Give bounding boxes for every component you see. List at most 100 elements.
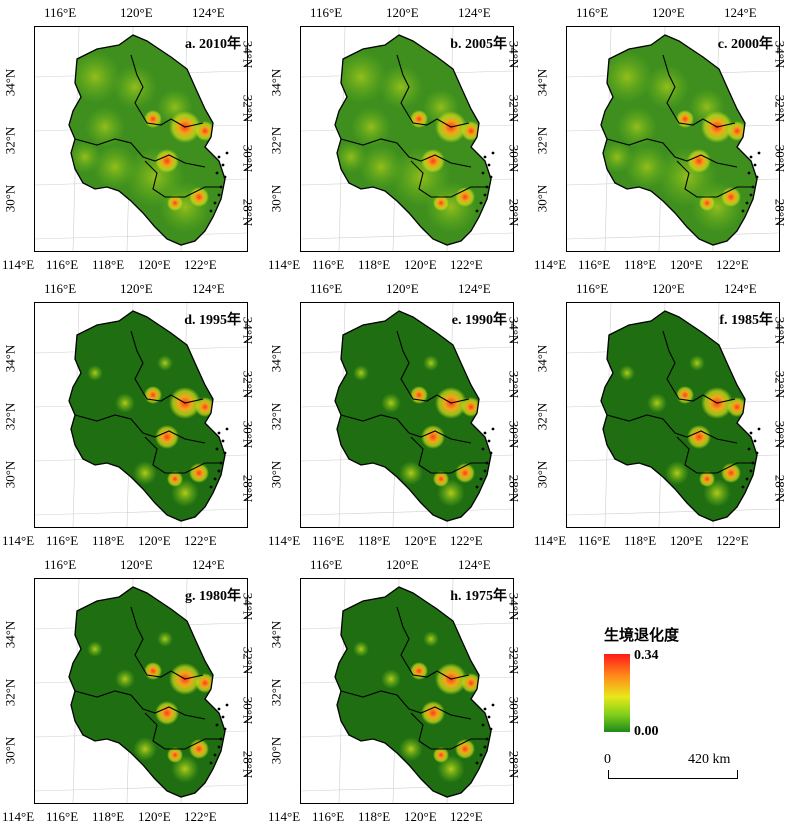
left-latitude-tick: 30°N [534, 184, 550, 213]
province-border [144, 712, 221, 750]
bottom-longitude-tick: 118°E [92, 533, 125, 548]
province-border [130, 54, 204, 128]
right-latitude-tick: 34°N [506, 592, 522, 621]
habitat-degradation-map [35, 303, 247, 527]
top-longitude-tick: 116°E [576, 5, 609, 20]
top-longitude-tick: 116°E [310, 281, 343, 296]
right-latitude-tick: 32°N [240, 94, 256, 123]
province-border [410, 436, 487, 474]
top-longitude-tick: 116°E [310, 5, 343, 20]
province-border [606, 414, 738, 444]
left-latitude-tick: 30°N [534, 460, 550, 489]
legend-min-value: 0.00 [634, 724, 659, 739]
map-frame: h. 1975年 [300, 578, 514, 804]
right-latitude-tick: 28°N [506, 750, 522, 779]
region-outline [334, 310, 492, 522]
study-region [69, 311, 225, 521]
panel-label: b. 2005年 [450, 37, 507, 52]
left-latitude-tick: 34°N [268, 344, 284, 373]
left-latitude-tick: 34°N [2, 344, 18, 373]
bottom-longitude-tick: 120°E [404, 533, 437, 548]
province-border [396, 54, 470, 128]
study-region [601, 311, 757, 521]
map-frame: a. 2010年 [34, 26, 248, 252]
map-frame: f. 1985年 [566, 302, 780, 528]
study-region [335, 587, 491, 797]
bottom-longitude-tick: 118°E [358, 533, 391, 548]
panel-label: h. 1975年 [450, 589, 507, 604]
bottom-longitude-tick: 114°E [268, 809, 301, 824]
bottom-longitude-tick: 116°E [312, 533, 345, 548]
province-border [144, 436, 221, 474]
province-border [144, 160, 221, 198]
study-region [69, 587, 225, 797]
map-panel: e. 1990年 116°E 120°E 124°E 114°E 116°E 118°E 12… [266, 276, 521, 552]
bottom-longitude-tick: 122°E [716, 533, 749, 548]
top-longitude-tick: 124°E [192, 557, 225, 572]
right-latitude-tick: 32°N [240, 646, 256, 675]
bottom-longitude-tick: 120°E [404, 809, 437, 824]
degradation-surface [601, 51, 747, 233]
region-outline [68, 310, 226, 522]
bottom-longitude-tick: 116°E [312, 809, 345, 824]
map-panel: b. 2005年 116°E 120°E 124°E 114°E 116°E 118°E 12… [266, 0, 521, 276]
bottom-longitude-tick: 116°E [312, 257, 345, 272]
left-latitude-tick: 32°N [534, 126, 550, 155]
region-outline [600, 310, 758, 522]
bottom-longitude-tick: 114°E [2, 257, 35, 272]
right-latitude-tick: 34°N [240, 316, 256, 345]
habitat-degradation-map [35, 579, 247, 803]
right-latitude-tick: 30°N [772, 144, 788, 173]
left-latitude-tick: 34°N [2, 68, 18, 97]
right-latitude-tick: 32°N [772, 94, 788, 123]
province-border [606, 138, 738, 168]
habitat-degradation-map [301, 27, 513, 251]
habitat-degradation-map [301, 303, 513, 527]
bottom-longitude-tick: 114°E [268, 257, 301, 272]
bottom-longitude-tick: 118°E [358, 809, 391, 824]
bottom-longitude-tick: 116°E [46, 257, 79, 272]
top-longitude-tick: 120°E [652, 5, 685, 20]
scale-end-label: 420 km [688, 752, 731, 767]
habitat-degradation-map [301, 579, 513, 803]
bottom-longitude-tick: 116°E [578, 257, 611, 272]
top-longitude-tick: 124°E [192, 281, 225, 296]
bottom-longitude-tick: 120°E [670, 257, 703, 272]
bottom-longitude-tick: 116°E [578, 533, 611, 548]
province-border [130, 330, 204, 404]
right-latitude-tick: 28°N [240, 750, 256, 779]
legend-title: 生境退化度 [604, 626, 680, 644]
legend-gradient-bar [604, 654, 630, 732]
right-latitude-tick: 28°N [772, 198, 788, 227]
top-longitude-tick: 120°E [386, 5, 419, 20]
bottom-longitude-tick: 114°E [268, 533, 301, 548]
legend-max-value: 0.34 [634, 648, 659, 663]
left-latitude-tick: 32°N [2, 126, 18, 155]
map-frame: d. 1995年 [34, 302, 248, 528]
right-latitude-tick: 34°N [772, 40, 788, 69]
bottom-longitude-tick: 120°E [404, 257, 437, 272]
bottom-longitude-tick: 118°E [358, 257, 391, 272]
right-latitude-tick: 34°N [506, 316, 522, 345]
right-latitude-tick: 30°N [506, 144, 522, 173]
left-latitude-tick: 34°N [534, 68, 550, 97]
bottom-longitude-tick: 116°E [46, 809, 79, 824]
map-panel: g. 1980年 116°E 120°E 124°E 114°E 116°E 118°E 12… [0, 552, 255, 828]
bottom-longitude-tick: 122°E [450, 533, 483, 548]
top-longitude-tick: 120°E [386, 557, 419, 572]
right-latitude-tick: 28°N [240, 198, 256, 227]
top-longitude-tick: 120°E [120, 557, 153, 572]
bottom-longitude-tick: 118°E [92, 257, 125, 272]
top-longitude-tick: 124°E [458, 281, 491, 296]
province-border [676, 436, 753, 474]
right-latitude-tick: 28°N [506, 198, 522, 227]
bottom-longitude-tick: 120°E [138, 809, 171, 824]
left-latitude-tick: 34°N [268, 68, 284, 97]
province-border [410, 712, 487, 750]
right-latitude-tick: 30°N [772, 420, 788, 449]
panel-label: a. 2010年 [185, 37, 241, 52]
region-outline [600, 34, 758, 246]
right-latitude-tick: 30°N [506, 696, 522, 725]
right-latitude-tick: 34°N [506, 40, 522, 69]
right-latitude-tick: 32°N [772, 370, 788, 399]
